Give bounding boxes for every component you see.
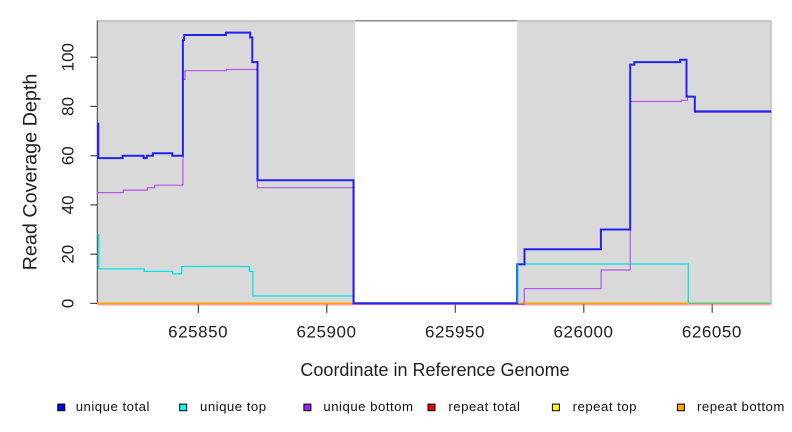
svg-text:repeat top: repeat top [573,399,637,414]
svg-text:repeat bottom: repeat bottom [697,399,785,414]
svg-text:repeat total: repeat total [448,399,520,414]
svg-text:0: 0 [59,299,78,308]
svg-text:Read Coverage Depth: Read Coverage Depth [19,74,41,271]
svg-text:626000: 626000 [553,323,613,342]
svg-text:80: 80 [59,97,78,116]
svg-text:625950: 625950 [425,323,485,342]
svg-text:20: 20 [59,245,78,264]
svg-text:unique bottom: unique bottom [323,399,413,414]
svg-text:100: 100 [59,43,78,71]
svg-text:Coordinate in Reference Genome: Coordinate in Reference Genome [300,360,569,380]
svg-text:626050: 626050 [682,323,742,342]
svg-text:625850: 625850 [168,323,228,342]
svg-text:60: 60 [59,146,78,165]
svg-text:unique total: unique total [76,399,150,414]
svg-text:40: 40 [59,195,78,214]
svg-text:625900: 625900 [296,323,356,342]
svg-text:unique top: unique top [200,399,267,414]
